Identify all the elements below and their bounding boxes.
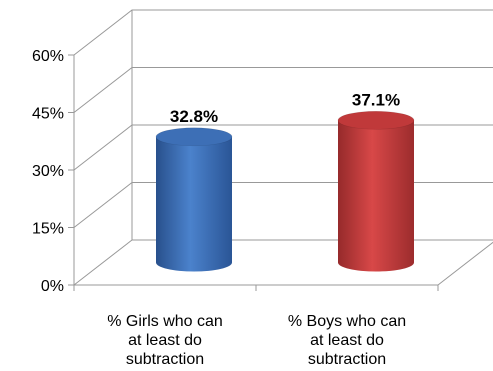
floor-right-edge xyxy=(437,241,493,286)
labels: 0% 15% 30% 45% 60% 32.8% 37.1% % Girls who can a… xyxy=(32,48,406,368)
y-tick-label: 60% xyxy=(32,48,64,65)
data-label: 37.1% xyxy=(352,90,400,109)
gridline xyxy=(73,124,493,171)
gridline xyxy=(73,9,493,56)
gridline xyxy=(73,182,493,228)
category-label-line: % Girls who can xyxy=(107,313,223,330)
cylinder-body xyxy=(338,120,414,272)
cylinder-top xyxy=(337,110,415,130)
gridlines xyxy=(73,9,493,286)
gridline xyxy=(73,67,493,113)
category-label-line: % Boys who can xyxy=(288,313,406,330)
bars xyxy=(155,110,415,272)
axes xyxy=(68,54,493,291)
category-label-line: subtraction xyxy=(308,351,386,368)
category-label-line: at least do xyxy=(128,332,202,349)
cylinder-top xyxy=(155,127,233,147)
data-label: 32.8% xyxy=(170,107,218,126)
category-label: % Boys who can at least do subtraction xyxy=(288,313,406,368)
cylinder-body xyxy=(156,136,232,272)
category-label-line: at least do xyxy=(310,332,384,349)
category-label-line: subtraction xyxy=(126,351,204,368)
category-label: % Girls who can at least do subtraction xyxy=(107,313,223,368)
y-tick-label: 0% xyxy=(41,278,64,295)
gridline xyxy=(73,239,493,286)
cylinder-bar xyxy=(337,110,415,272)
cylinder-bar xyxy=(155,127,233,272)
y-tick-label: 15% xyxy=(32,221,64,238)
y-tick-label: 30% xyxy=(32,163,64,180)
y-tick-label: 45% xyxy=(32,106,64,123)
